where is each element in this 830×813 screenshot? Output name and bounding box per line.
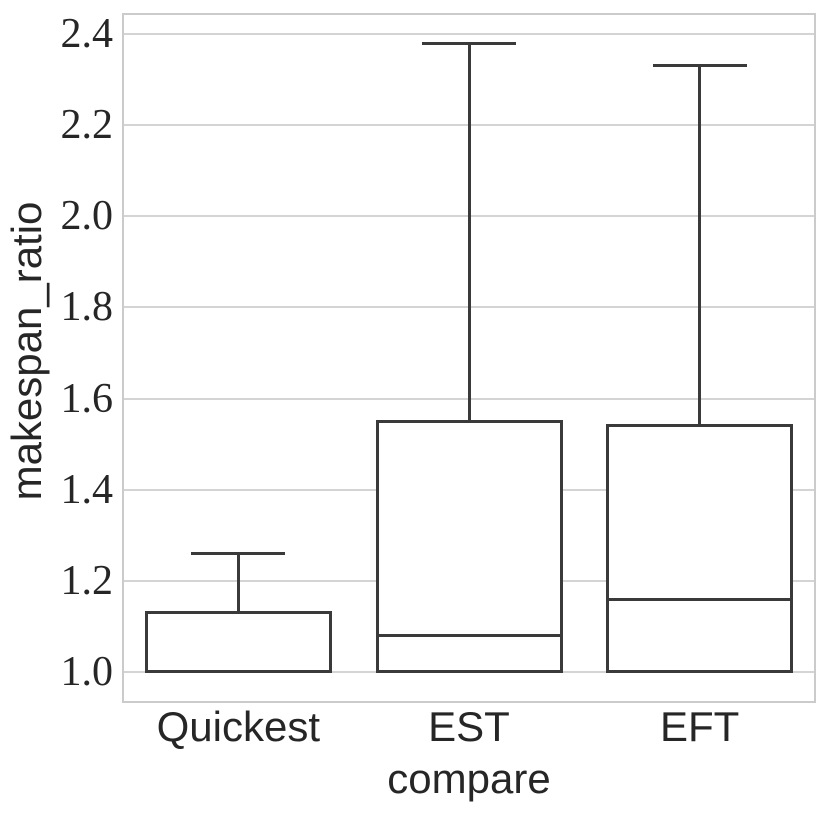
plot-area [122,13,816,703]
whisker-cap-high-quickest [191,551,286,555]
y-tick-label: 1.4 [60,466,114,513]
median-line-eft [606,597,794,601]
y-tick-label: 2.0 [60,193,114,240]
whisker-cap-high-est [422,41,516,45]
y-tick-label: 1.6 [60,375,114,422]
whisker-line-eft [698,65,702,426]
box-est [375,419,563,674]
box-eft [606,424,794,674]
y-tick-label: 1.2 [60,557,114,604]
x-tick-label-quickest: Quickest [156,703,321,750]
gridline [123,33,815,36]
whisker-line-quickest [236,553,240,613]
y-tick-label: 1.0 [60,648,114,695]
whisker-cap-high-eft [652,64,747,68]
x-tick-label-eft: EFT [659,703,740,750]
x-tick-label-est: EST [428,703,510,750]
y-tick-label: 1.8 [60,284,114,331]
box-quickest [144,611,332,674]
median-line-est [375,633,563,637]
y-tick-label: 2.2 [60,102,114,149]
median-line-quickest [144,670,332,674]
whisker-line-est [467,43,471,422]
y-tick-label: 2.4 [60,11,114,58]
x-axis-label: compare [387,755,551,802]
y-axis-label: makespan_ratio [3,201,50,501]
box-layer [123,14,815,702]
